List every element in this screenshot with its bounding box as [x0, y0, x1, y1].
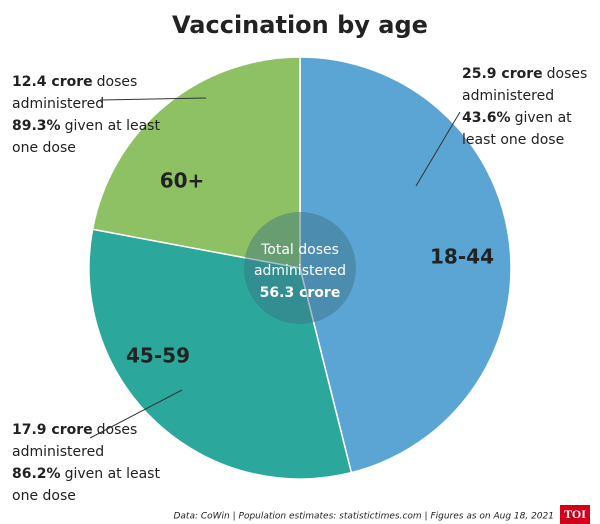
logo: TOI	[564, 507, 586, 521]
logo-box	[560, 505, 590, 524]
note-value: 12.4 crore	[12, 74, 93, 90]
center-total: 56.3 crore	[260, 285, 341, 301]
note-line: one dose	[12, 140, 76, 156]
note-line: administered	[462, 88, 554, 104]
center-circle	[244, 212, 356, 324]
pie	[88, 56, 512, 480]
center-label: administered	[254, 263, 346, 279]
note-text: doses	[97, 74, 138, 90]
note-share: 89.3%	[12, 118, 61, 134]
note-line: least one dose	[462, 132, 564, 148]
note-line: 43.6% given at	[462, 110, 572, 126]
category-label: 45-59	[126, 344, 190, 368]
note-line: 12.4 crore doses	[12, 74, 137, 90]
source: Data: CoWin | Population estimates: stat…	[173, 512, 554, 522]
pie-slice	[299, 56, 512, 474]
note-line: one dose	[12, 488, 76, 504]
note-line: 86.2% given at least	[12, 466, 160, 482]
note-value: 17.9 crore	[12, 422, 93, 438]
category-label: 18-44	[430, 245, 494, 269]
note-text: given at least	[65, 466, 161, 482]
note-text: doses	[547, 66, 588, 82]
note-line: 89.3% given at least	[12, 118, 160, 134]
note-line: 17.9 crore doses	[12, 422, 137, 438]
note-text: given at least	[65, 118, 161, 134]
note-line: administered	[12, 444, 104, 460]
pie-slice	[91, 56, 301, 269]
category-label: 60+	[160, 169, 205, 193]
center-label: Total doses	[260, 242, 339, 258]
note-text: doses	[97, 422, 138, 438]
leader-line	[99, 97, 207, 101]
leader-line	[415, 111, 461, 187]
note-line: 25.9 crore doses	[462, 66, 587, 82]
note-value: 25.9 crore	[462, 66, 543, 82]
leader-line	[89, 389, 183, 439]
chart-title: Vaccination by age	[172, 11, 428, 39]
note-text: given at	[515, 110, 573, 126]
note-line: administered	[12, 96, 104, 112]
note-share: 43.6%	[462, 110, 511, 126]
pie-slice	[88, 228, 353, 480]
note-share: 86.2%	[12, 466, 61, 482]
